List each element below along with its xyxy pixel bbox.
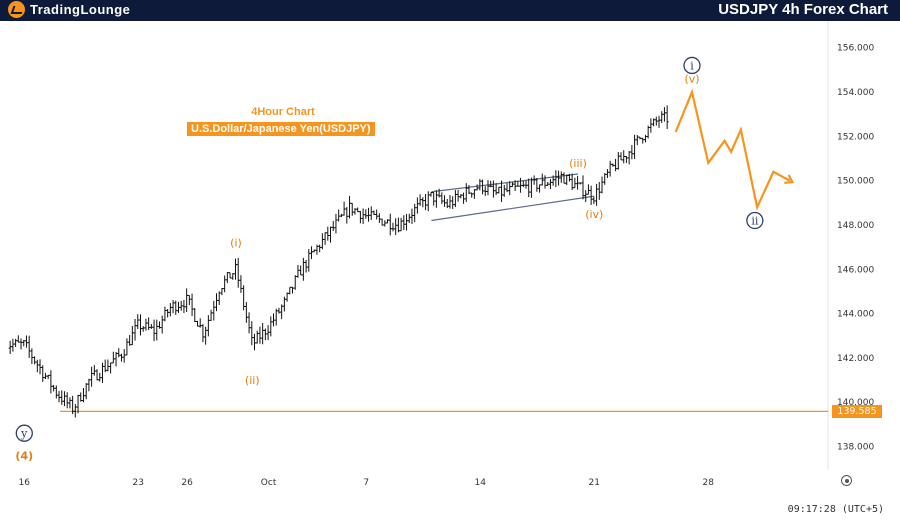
time-tick-label: 23 xyxy=(133,478,144,488)
price-tick-label: 150.000 xyxy=(837,177,874,187)
header-bar: TradingLounge USDJPY 4h Forex Chart xyxy=(0,0,900,21)
price-tick-label: 152.000 xyxy=(837,132,874,142)
price-tick-label: 138.000 xyxy=(837,442,874,452)
wave-label: (4) xyxy=(15,449,33,462)
wave-label: i xyxy=(690,59,694,72)
wave-circle xyxy=(683,56,701,75)
wave-label: (i) xyxy=(230,237,242,250)
wave-label: (ii) xyxy=(245,374,260,387)
time-tick-label: 26 xyxy=(181,478,193,488)
instrument-label: U.S.Dollar/Japanese Yen(USDJPY) xyxy=(187,122,375,136)
time-axis: 16 23 26 Oct 7 14 21 28 xyxy=(19,478,715,488)
time-tick-label: 7 xyxy=(363,478,369,488)
price-tick-label: 142.000 xyxy=(837,354,874,364)
time-tick-label: 16 xyxy=(19,478,31,488)
candles xyxy=(8,105,669,418)
channel-line-lower xyxy=(431,195,595,222)
wave-label: (v) xyxy=(684,73,699,86)
projection-arrowhead xyxy=(784,174,795,184)
price-tick-label: 146.000 xyxy=(837,265,874,275)
chart-title: USDJPY 4h Forex Chart xyxy=(718,1,888,18)
timeframe-label: 4Hour Chart xyxy=(251,106,315,118)
time-tick-label: 28 xyxy=(703,478,715,488)
gear-icon[interactable] xyxy=(841,475,852,486)
logo-text: TradingLounge xyxy=(30,2,131,17)
time-readout: 09:17:28 (UTC+5) xyxy=(787,504,884,515)
price-axis: 156.000 154.000 152.000 150.000 148.000 146.0… xyxy=(837,44,874,453)
wave-label: (iv) xyxy=(585,208,603,221)
wave-circle xyxy=(15,424,33,442)
time-tick-label: 14 xyxy=(475,478,487,488)
wave-labels: (4)y(i)(ii)(iii)(iv)(v)iii xyxy=(15,56,764,462)
tradinglounge-logo: TradingLounge xyxy=(8,1,130,18)
price-tick-label: 140.000 xyxy=(837,398,874,408)
projection-path xyxy=(674,88,791,211)
wave-projection xyxy=(674,88,795,211)
time-tick-label: Oct xyxy=(261,478,277,488)
price-tick-label: 154.000 xyxy=(837,88,874,98)
price-tick-label: 148.000 xyxy=(837,221,874,231)
time-tick-label: 21 xyxy=(589,478,600,488)
wave-label: ii xyxy=(751,215,759,228)
logo-badge-icon xyxy=(8,1,25,18)
wave-label: y xyxy=(20,427,28,440)
price-tick-label: 144.000 xyxy=(837,310,874,320)
wave-label: (iii) xyxy=(569,157,587,170)
support-price-tag: 139.585 xyxy=(832,405,882,418)
price-tick-label: 156.000 xyxy=(837,44,874,54)
wave-circle xyxy=(746,211,764,230)
